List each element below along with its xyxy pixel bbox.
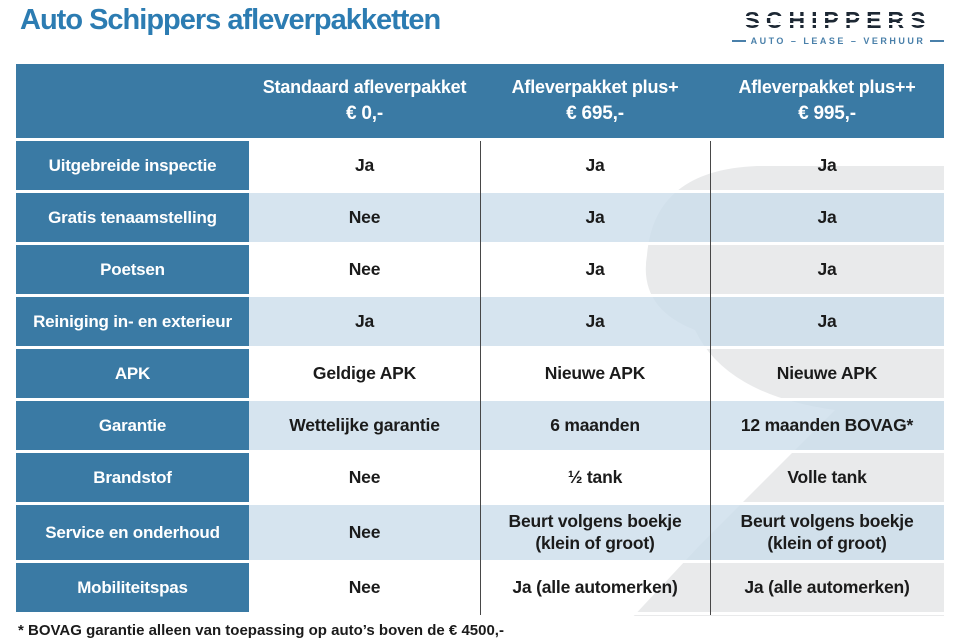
feature-value: Ja xyxy=(480,193,710,242)
table-header: Standaard afleverpakket € 0,- Afleverpak… xyxy=(16,64,944,141)
feature-value: Beurt volgens boekje (klein of groot) xyxy=(480,505,710,560)
feature-value: Nee xyxy=(348,466,381,487)
feature-label: Garantie xyxy=(16,401,249,450)
column-header-plus: Afleverpakket plus+ € 695,- xyxy=(480,64,710,138)
feature-value: Ja xyxy=(710,297,944,346)
feature-label: Brandstof xyxy=(16,453,249,502)
feature-label: APK xyxy=(16,349,249,398)
package-price: € 995,- xyxy=(798,103,856,125)
feature-value: Nee xyxy=(249,505,480,560)
column-divider-1 xyxy=(480,141,481,615)
feature-label: Poetsen xyxy=(16,245,249,294)
feature-value: Ja xyxy=(817,258,837,279)
feature-label: Uitgebreide inspectie xyxy=(16,141,249,190)
logo-rule-right xyxy=(930,40,945,42)
feature-value: Wettelijke garantie xyxy=(249,401,480,450)
feature-value: Nieuwe APK xyxy=(544,362,646,383)
logo-rule-left xyxy=(732,40,746,42)
column-header-plusplus: Afleverpakket plus++ € 995,- xyxy=(710,64,944,138)
feature-value: 12 maanden BOVAG* xyxy=(710,401,944,450)
feature-label: Service en onderhoud xyxy=(16,505,249,560)
page-title: Auto Schippers afleverpakketten xyxy=(20,4,441,36)
feature-value: ½ tank xyxy=(567,466,623,487)
feature-value: Nee xyxy=(348,258,381,279)
column-header-standaard: Standaard afleverpakket € 0,- xyxy=(249,64,480,138)
feature-value: Beurt volgens boekje (klein of groot) xyxy=(710,505,944,560)
package-name: Standaard afleverpakket xyxy=(262,77,467,98)
feature-value: Nieuwe APK xyxy=(776,362,878,383)
feature-value: Ja (alle automerken) xyxy=(512,576,678,597)
feature-value: Ja (alle automerken) xyxy=(744,576,910,597)
feature-label: Reiniging in- en exterieur xyxy=(16,297,249,346)
feature-value: Ja xyxy=(585,258,605,279)
feature-label: Gratis tenaamstelling xyxy=(16,193,249,242)
feature-value: Geldige APK xyxy=(312,362,417,383)
package-price: € 695,- xyxy=(566,103,624,125)
feature-value: Nee xyxy=(348,576,381,597)
package-name: Afleverpakket plus++ xyxy=(738,77,916,98)
column-header-empty xyxy=(16,64,249,138)
feature-value: 6 maanden xyxy=(480,401,710,450)
logo-tagline-text: AUTO – LEASE – VERHUUR xyxy=(750,36,926,46)
logo-wordmark: SCHIPPERS xyxy=(744,7,932,33)
feature-value: Ja xyxy=(249,297,480,346)
feature-value: Ja xyxy=(817,154,837,175)
feature-value: Ja xyxy=(480,297,710,346)
feature-value: Nee xyxy=(249,193,480,242)
feature-value: Ja xyxy=(710,193,944,242)
feature-value: Volle tank xyxy=(787,466,867,487)
package-name: Afleverpakket plus+ xyxy=(511,77,679,98)
schippers-logo: SCHIPPERS AUTO – LEASE – VERHUUR xyxy=(732,7,945,46)
feature-value: Ja xyxy=(585,154,605,175)
column-divider-2 xyxy=(710,141,711,615)
feature-value: Ja xyxy=(354,154,375,175)
footnote: * BOVAG garantie alleen van toepassing o… xyxy=(18,622,504,639)
package-price: € 0,- xyxy=(345,103,384,125)
logo-tagline: AUTO – LEASE – VERHUUR xyxy=(732,36,945,46)
packages-table: Standaard afleverpakket € 0,- Afleverpak… xyxy=(16,64,944,615)
feature-label: Mobiliteitspas xyxy=(16,563,249,612)
